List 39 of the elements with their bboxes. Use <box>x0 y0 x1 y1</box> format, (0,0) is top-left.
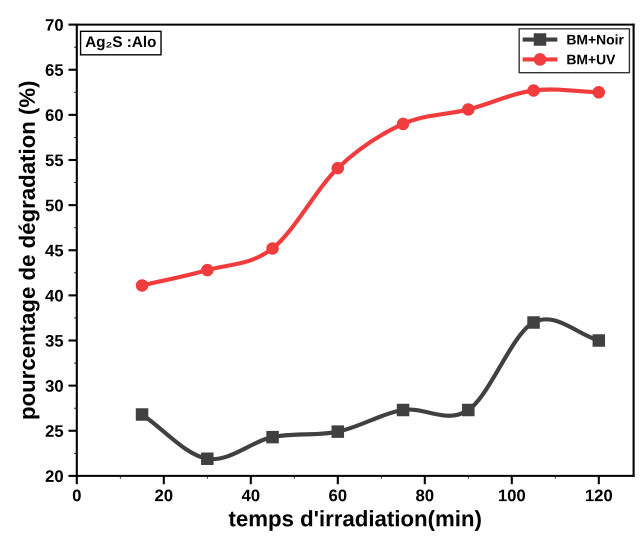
point <box>136 408 148 421</box>
point <box>332 425 344 438</box>
y-tick-label: 70 <box>46 19 63 31</box>
point <box>266 430 279 444</box>
x-tick-label: 120 <box>586 490 612 502</box>
annotation: Ag₂S :Alo <box>86 36 156 50</box>
y-tick-label: 50 <box>46 200 63 212</box>
point <box>266 242 279 255</box>
y-tick-label: 35 <box>45 334 64 347</box>
x-tick-label: 100 <box>498 490 526 502</box>
point <box>396 118 410 130</box>
point <box>136 279 148 292</box>
y-tick-label: 60 <box>46 109 63 122</box>
point <box>527 316 540 329</box>
point <box>332 162 344 174</box>
y-tick-label: 65 <box>46 64 64 76</box>
point <box>396 404 410 416</box>
point <box>592 334 606 347</box>
y-tick-label: 20 <box>46 470 63 482</box>
point <box>201 264 214 276</box>
point <box>592 86 606 99</box>
x-axis-title: temps d'irradiation(min) <box>228 510 481 531</box>
legend-label: BM+Noir <box>567 34 624 45</box>
x-tick-label: 40 <box>242 490 260 502</box>
x-tick-label: 60 <box>329 490 346 502</box>
legend-label: BM+UV <box>567 54 616 64</box>
y-axis-title: pourcentage de dégradation (%) <box>18 82 40 419</box>
y-tick-label: 55 <box>46 154 64 166</box>
y-tick-label: 45 <box>45 244 64 256</box>
point <box>462 103 475 116</box>
x-tick-label: 0 <box>72 490 81 502</box>
point <box>462 404 475 416</box>
y-tick-label: 40 <box>45 290 63 302</box>
point <box>201 452 214 465</box>
y-tick-label: 30 <box>45 380 63 392</box>
y-tick-label: 25 <box>46 425 64 437</box>
point <box>527 84 540 97</box>
x-tick-label: 80 <box>416 490 434 502</box>
x-tick-label: 20 <box>155 490 172 502</box>
